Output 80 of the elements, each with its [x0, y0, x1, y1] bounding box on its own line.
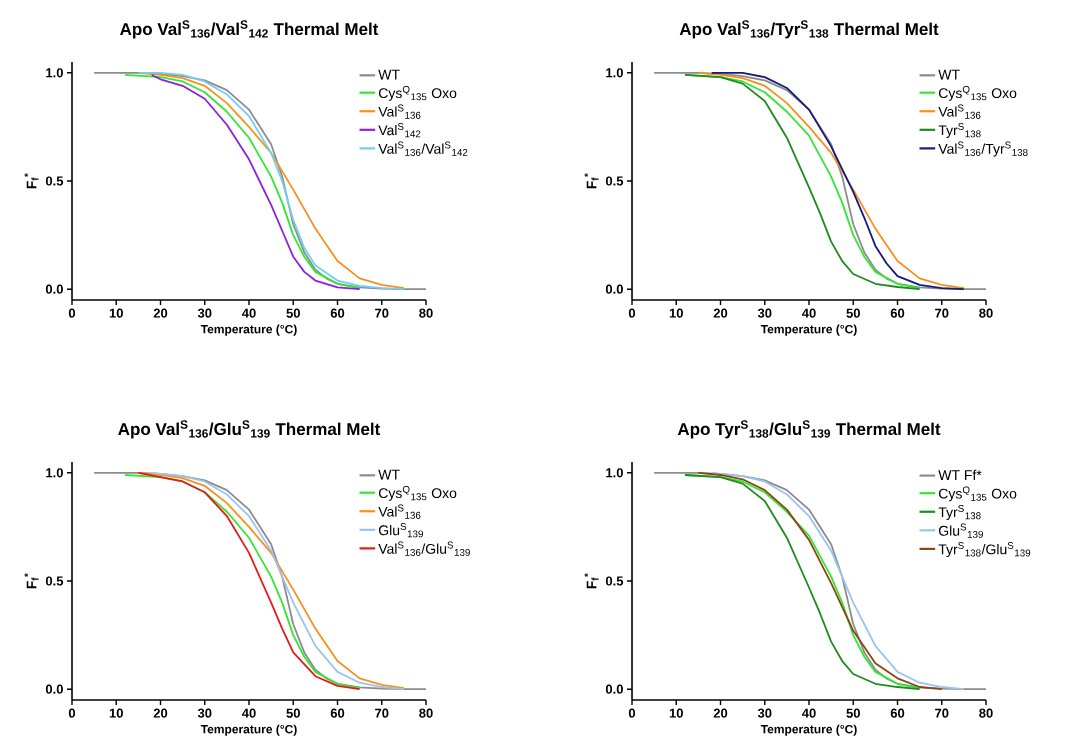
y-tick-label: 1.0	[606, 68, 623, 78]
legend-label: Val$^{S}$136	[378, 504, 421, 519]
y-tick-label: 0.5	[45, 576, 64, 586]
x-tick-label: 70	[375, 708, 389, 718]
legend-label: WT	[938, 69, 960, 80]
x-tick-label: 20	[153, 708, 168, 718]
legend-label: Glu$^{S}$139	[938, 523, 983, 538]
legend-label: Val$^{S}$142	[378, 123, 421, 138]
legend-label: Cys$^{Q}$$_{135}$ Oxo	[378, 85, 457, 101]
y-tick-label: 0.0	[45, 684, 63, 694]
x-tick-label: 20	[153, 308, 168, 318]
x-tick-label: 40	[801, 308, 816, 318]
x-tick-label: 30	[757, 308, 772, 318]
x-tick-label: 20	[713, 308, 728, 318]
x-tick-label: 50	[846, 308, 860, 318]
x-tick-label: 60	[890, 708, 905, 718]
x-tick-label: 70	[935, 708, 949, 718]
x-tick-label: 0	[628, 308, 636, 318]
legend-label: WT	[378, 69, 400, 80]
x-tick-label: 60	[330, 308, 345, 318]
legend-label: Cys$^{Q}$$_{135}$ Oxo	[938, 486, 1017, 502]
y-tick-label: 0.0	[605, 284, 623, 294]
x-tick-label: 0	[628, 708, 636, 718]
y-tick-label: 0.0	[605, 684, 623, 694]
x-tick-label: 60	[890, 308, 905, 318]
legend-label: Cys$^{Q}$$_{135}$ Oxo	[938, 85, 1017, 101]
chart-title: Apo Val$^{S}$$_{136}$/Tyr$^{S}$$_{138}$ Thermal Melt	[679, 20, 939, 39]
x-tick-label: 10	[669, 708, 683, 718]
x-tick-label: 80	[979, 708, 993, 718]
legend-label: Tyr$^{S}$138	[938, 123, 981, 138]
x-axis-title: Temperature (°C)	[200, 324, 297, 336]
y-tick-label: 1.0	[46, 68, 63, 78]
x-tick-label: 10	[669, 308, 683, 318]
legend-label: Cys$^{Q}$$_{135}$ Oxo	[378, 485, 457, 501]
x-tick-label: 30	[757, 708, 772, 718]
x-tick-label: 80	[419, 308, 433, 318]
y-tick-label: 1.0	[606, 468, 623, 478]
x-tick-label: 0	[68, 308, 76, 318]
x-tick-label: 80	[979, 308, 993, 318]
x-tick-label: 40	[241, 308, 256, 318]
legend-label: Val$^{S}$136	[938, 104, 981, 119]
x-axis-title: Temperature (°C)	[760, 324, 857, 336]
x-tick-label: 30	[197, 308, 212, 318]
y-axis-title: F$_{f}$*	[24, 173, 39, 189]
x-tick-label: 30	[197, 708, 212, 718]
y-tick-label: 0.5	[45, 176, 64, 186]
y-tick-label: 0.5	[605, 176, 624, 186]
legend-label: Val$^{S}$136	[378, 104, 421, 119]
x-tick-label: 70	[375, 308, 389, 318]
x-tick-label: 60	[330, 708, 345, 718]
y-axis-title: F$_{f}$*	[24, 573, 39, 589]
y-axis-title: F$_{f}$*	[584, 573, 599, 589]
legend-label: WT	[378, 469, 400, 480]
legend-label: WT Ff*	[938, 469, 982, 480]
legend-label: Glu$^{S}$139	[378, 523, 423, 538]
legend-label: Val$^{S}$$_{136}$/Tyr$^{S}$138	[938, 141, 1028, 157]
y-axis-title: F$_{f}$*	[584, 173, 599, 189]
legend-label: Val$^{S}$$_{136}$/Glu$^{S}$139	[378, 541, 470, 556]
x-tick-label: 20	[713, 708, 728, 718]
x-tick-label: 50	[286, 708, 300, 718]
x-tick-label: 10	[109, 308, 123, 318]
chart-title: Apo Val$^{S}$$_{136}$/Glu$^{S}$$_{139}$ Thermal Melt	[118, 420, 381, 439]
legend-label: Val$^{S}$$_{136}$/Val$^{S}$142	[378, 141, 468, 156]
x-axis-title: Temperature (°C)	[760, 724, 857, 736]
x-tick-label: 40	[801, 708, 816, 718]
x-tick-label: 50	[286, 308, 300, 318]
chart-title: Apo Val$^{S}$$_{136}$/Val$^{S}$$_{142}$ Thermal Melt	[120, 20, 379, 39]
x-tick-label: 70	[935, 308, 949, 318]
x-axis-title: Temperature (°C)	[200, 724, 297, 736]
chart-title: Apo Tyr$^{S}$$_{138}$/Glu$^{S}$$_{139}$ Thermal Melt	[677, 420, 941, 439]
y-tick-label: 1.0	[46, 468, 63, 478]
x-tick-label: 10	[109, 708, 123, 718]
y-tick-label: 0.0	[45, 284, 63, 294]
legend-label: Tyr$^{S}$$_{138}$/Glu$^{S}$139	[938, 542, 1031, 558]
y-tick-label: 0.5	[605, 576, 624, 586]
x-tick-label: 40	[241, 708, 256, 718]
x-tick-label: 0	[68, 708, 76, 718]
x-tick-label: 50	[846, 708, 860, 718]
x-tick-label: 80	[419, 708, 433, 718]
legend-label: Tyr$^{S}$138	[938, 504, 981, 520]
